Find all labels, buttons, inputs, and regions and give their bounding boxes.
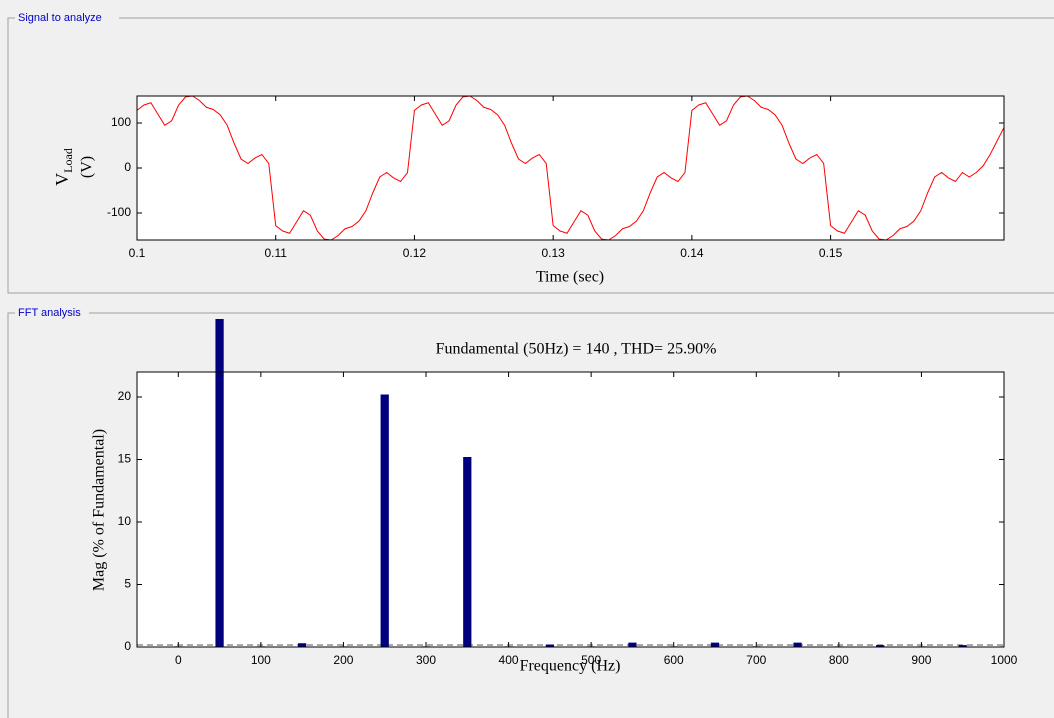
x-tick-label: 0.1	[129, 246, 146, 260]
x-tick-label: 700	[746, 653, 766, 667]
y-tick-label: 0	[124, 639, 131, 653]
y-axis-unit: (V)	[79, 156, 96, 178]
bar	[545, 644, 554, 647]
y-tick-label: -100	[107, 205, 131, 219]
bar	[215, 319, 224, 647]
plot-area	[137, 372, 1004, 647]
plot-area	[137, 96, 1004, 240]
x-tick-label: 0.15	[819, 246, 843, 260]
y-tick-label: 10	[118, 514, 132, 528]
bar	[463, 457, 472, 647]
panel-label: Signal to analyze	[18, 12, 102, 24]
y-tick-label: 15	[118, 452, 132, 466]
label-bg	[15, 11, 119, 25]
x-tick-label: 100	[251, 653, 271, 667]
bar	[380, 394, 389, 647]
x-axis-label: Time (sec)	[536, 269, 604, 286]
bar	[298, 643, 307, 647]
panel-frame	[7, 312, 1054, 718]
bar	[710, 642, 720, 647]
x-tick-label: 0.12	[403, 246, 427, 260]
x-axis-label: Frequency (Hz)	[520, 658, 621, 675]
x-tick-label: 300	[416, 653, 436, 667]
bar	[958, 645, 967, 647]
x-tick-label: 0.14	[680, 246, 704, 260]
signal-line	[136, 95, 1005, 241]
axes-box	[136, 95, 1005, 241]
x-tick-label: 0.13	[541, 246, 565, 260]
panel-frame	[7, 17, 1054, 294]
y-tick-label: 100	[111, 115, 131, 129]
y-tick-label: 5	[124, 577, 131, 591]
x-tick-label: 0	[175, 653, 182, 667]
label-bg	[15, 306, 89, 320]
x-tick-label: 1000	[991, 653, 1018, 667]
y-tick-label: 0	[124, 160, 131, 174]
x-tick-label: 500	[581, 653, 601, 667]
y-axis-label: VLoad	[52, 148, 75, 186]
y-tick-label: 20	[118, 389, 132, 403]
x-tick-label: 800	[829, 653, 849, 667]
bar	[876, 645, 885, 647]
x-tick-label: 0.11	[264, 246, 287, 260]
x-tick-label: 200	[333, 653, 353, 667]
bar	[628, 642, 637, 647]
x-tick-label: 900	[911, 653, 931, 667]
panel-label: FFT analysis	[18, 307, 81, 319]
y-axis-label: Mag (% of Fundamental)	[91, 429, 108, 591]
x-tick-label: 400	[499, 653, 519, 667]
x-tick-label: 600	[664, 653, 684, 667]
axes-box	[136, 371, 1005, 648]
chart-title: Fundamental (50Hz) = 140 , THD= 25.90%	[436, 341, 717, 358]
bar	[793, 642, 802, 647]
